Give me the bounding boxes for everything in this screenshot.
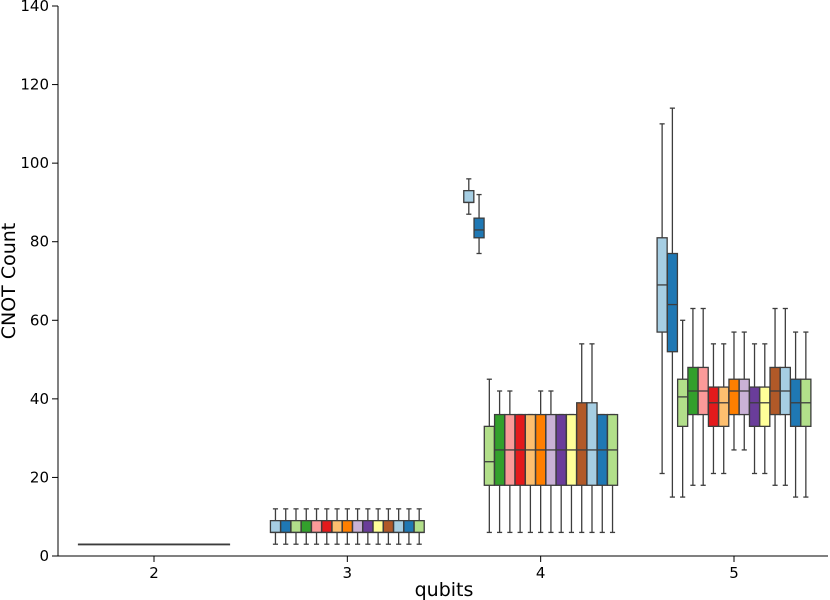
y-tick-label: 20 bbox=[30, 468, 49, 486]
box-5-14 bbox=[789, 331, 802, 498]
box-iqr bbox=[403, 519, 415, 534]
box-4-3 bbox=[483, 378, 496, 534]
box-iqr bbox=[331, 519, 343, 534]
box-iqr bbox=[392, 519, 405, 534]
box-3-12 bbox=[382, 508, 395, 545]
box-3-6 bbox=[321, 508, 333, 545]
box-iqr bbox=[666, 252, 679, 353]
box-4-11 bbox=[565, 413, 578, 534]
box-3-11 bbox=[372, 508, 384, 545]
box-5-10 bbox=[748, 343, 761, 475]
box-4-2 bbox=[473, 193, 485, 255]
box-4-12 bbox=[576, 343, 588, 534]
box-4-8 bbox=[534, 390, 547, 534]
box-4-10 bbox=[555, 413, 567, 534]
y-tick-label: 60 bbox=[30, 311, 49, 329]
box-3-1 bbox=[269, 508, 282, 545]
box-iqr bbox=[280, 519, 292, 534]
box-group-3 bbox=[269, 508, 425, 545]
box-iqr bbox=[728, 378, 740, 416]
box-3-10 bbox=[362, 508, 374, 545]
box-iqr bbox=[413, 519, 425, 534]
x-tick-label: 4 bbox=[536, 564, 546, 582]
box-iqr bbox=[718, 386, 730, 428]
box-iqr bbox=[707, 386, 720, 428]
box-5-9 bbox=[738, 331, 750, 451]
y-tick-label: 40 bbox=[30, 390, 49, 408]
box-3-4 bbox=[300, 508, 312, 545]
box-3-5 bbox=[310, 508, 323, 545]
box-4-4 bbox=[493, 390, 506, 534]
box-group-2 bbox=[77, 543, 231, 546]
y-tick-label: 140 bbox=[20, 0, 49, 15]
box-iqr bbox=[269, 519, 282, 534]
box-3-9 bbox=[351, 508, 364, 545]
box-5-13 bbox=[779, 307, 792, 486]
box-3-15 bbox=[413, 508, 425, 545]
box-5-12 bbox=[769, 307, 781, 486]
box-iqr bbox=[290, 519, 302, 534]
box-5-6 bbox=[707, 343, 720, 475]
y-tick-label: 120 bbox=[20, 76, 49, 94]
y-tick-label: 100 bbox=[20, 154, 49, 172]
box-5-15 bbox=[800, 331, 812, 498]
box-5-3 bbox=[676, 319, 689, 498]
box-4-14 bbox=[596, 413, 608, 534]
box-iqr bbox=[576, 402, 588, 486]
box-3-13 bbox=[392, 508, 405, 545]
box-4-5 bbox=[504, 390, 516, 534]
box-3-2 bbox=[280, 508, 292, 545]
box-4-1 bbox=[463, 178, 475, 215]
box-iqr bbox=[362, 519, 374, 534]
box-5-7 bbox=[718, 343, 730, 475]
box-iqr bbox=[759, 386, 771, 428]
box-iqr bbox=[483, 425, 496, 486]
x-tick-label: 5 bbox=[729, 564, 739, 582]
y-axis-label: CNOT Count bbox=[0, 223, 20, 340]
axes-layer bbox=[57, 6, 828, 557]
box-iqr bbox=[310, 519, 323, 534]
box-2-1 bbox=[77, 543, 231, 546]
x-axis-label: qubits bbox=[415, 579, 474, 600]
box-iqr bbox=[473, 217, 485, 239]
box-iqr bbox=[300, 519, 312, 534]
box-iqr bbox=[748, 386, 761, 428]
box-4-13 bbox=[586, 343, 598, 534]
boxes-layer bbox=[77, 107, 812, 546]
box-iqr bbox=[382, 519, 395, 534]
box-3-8 bbox=[341, 508, 354, 545]
ticks-layer: 0 20 40 60 80 100 120 140 2 3 4 5 bbox=[20, 0, 738, 582]
box-group-5 bbox=[656, 107, 812, 498]
box-5-2 bbox=[666, 107, 679, 498]
box-iqr bbox=[341, 519, 354, 534]
y-tick-label: 0 bbox=[39, 547, 49, 565]
box-3-3 bbox=[290, 508, 302, 545]
box-4-9 bbox=[545, 390, 557, 534]
box-4-7 bbox=[524, 413, 537, 534]
box-iqr bbox=[351, 519, 364, 534]
x-tick-label: 3 bbox=[343, 564, 353, 582]
box-iqr bbox=[372, 519, 384, 534]
box-iqr bbox=[738, 378, 750, 416]
box-4-6 bbox=[514, 413, 526, 534]
box-5-1 bbox=[656, 123, 668, 475]
box-group-4 bbox=[463, 178, 619, 534]
box-3-14 bbox=[403, 508, 415, 545]
box-iqr bbox=[463, 189, 475, 204]
y-tick-label: 80 bbox=[30, 233, 49, 251]
box-iqr bbox=[586, 402, 598, 486]
box-5-11 bbox=[759, 343, 771, 475]
box-5-4 bbox=[687, 307, 699, 486]
box-5-5 bbox=[697, 307, 709, 486]
box-4-15 bbox=[606, 413, 619, 534]
box-5-8 bbox=[728, 331, 740, 451]
box-iqr bbox=[321, 519, 333, 534]
x-tick-label: 2 bbox=[149, 564, 159, 582]
box-3-7 bbox=[331, 508, 343, 545]
box-iqr bbox=[676, 378, 689, 428]
